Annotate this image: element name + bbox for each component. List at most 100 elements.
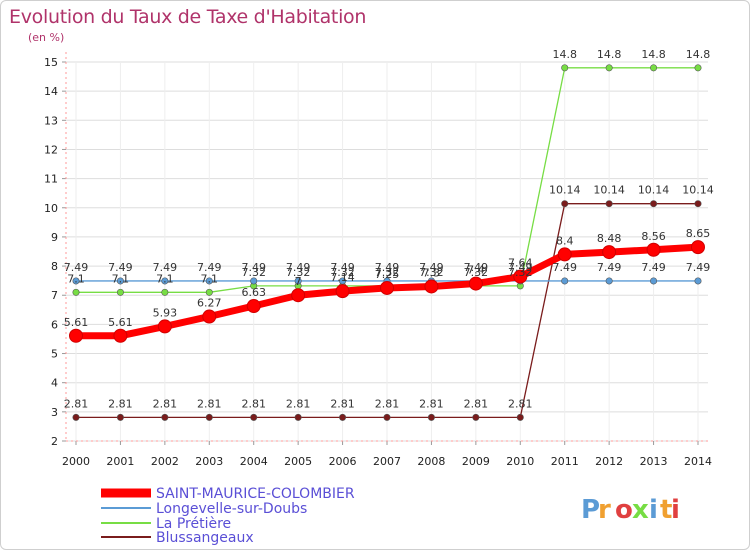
data-label: 7.49 — [686, 261, 711, 274]
logo-letter: r — [598, 495, 611, 525]
series-point-4 — [650, 200, 658, 208]
x-tick-label: 2000 — [62, 455, 90, 468]
y-tick-label: 11 — [44, 173, 58, 186]
chart-subtitle: (en %) — [28, 31, 65, 44]
data-label: 7.1 — [156, 272, 174, 285]
series-point-1 — [424, 279, 439, 294]
data-label: 10.14 — [549, 184, 581, 197]
series-point-4 — [205, 413, 213, 421]
y-tick-label: 7 — [51, 289, 58, 302]
series-point-4 — [605, 200, 613, 208]
series-point-3 — [561, 64, 569, 72]
series-point-3 — [205, 288, 213, 296]
x-tick-label: 2007 — [373, 455, 401, 468]
data-label: 7.32 — [241, 266, 266, 279]
data-label: 7.1 — [201, 272, 219, 285]
data-label: 8.65 — [686, 227, 711, 240]
series-point-1 — [646, 242, 661, 257]
y-tick-label: 13 — [44, 114, 58, 127]
series-point-4 — [250, 413, 258, 421]
series-point-3 — [161, 288, 169, 296]
data-label: 2.81 — [330, 397, 355, 410]
y-tick-label: 15 — [44, 56, 58, 69]
series-point-2 — [116, 277, 124, 285]
series-point-4 — [339, 413, 347, 421]
series-point-3 — [605, 64, 613, 72]
data-label: 6.63 — [241, 286, 266, 299]
data-label: 8.4 — [556, 234, 574, 247]
x-tick-label: 2012 — [595, 455, 623, 468]
data-label: 2.81 — [197, 397, 222, 410]
series-point-1 — [157, 319, 172, 334]
data-label: 7.49 — [375, 261, 400, 274]
data-label: 2.81 — [419, 397, 444, 410]
series-point-1 — [602, 245, 617, 260]
data-label: 6.27 — [197, 297, 222, 310]
data-label: 7.32 — [419, 266, 444, 279]
series-point-4 — [427, 413, 435, 421]
y-tick-label: 12 — [44, 143, 58, 156]
series-point-1 — [513, 269, 528, 284]
x-tick-label: 2013 — [640, 455, 668, 468]
series-point-4 — [294, 413, 302, 421]
series-point-4 — [72, 413, 80, 421]
series-point-4 — [561, 200, 569, 208]
data-label: 7.32 — [286, 266, 311, 279]
data-label: 5.61 — [64, 316, 89, 329]
x-tick-label: 2011 — [551, 455, 579, 468]
x-tick-label: 2010 — [506, 455, 534, 468]
data-label: 7.49 — [64, 261, 89, 274]
series-point-2 — [72, 277, 80, 285]
data-label: 7.3 — [423, 266, 441, 279]
series-point-1 — [246, 299, 261, 314]
data-label: 7.1 — [112, 272, 130, 285]
data-label: 2.81 — [241, 397, 266, 410]
data-label: 7 — [295, 275, 302, 288]
data-label: 7.32 — [508, 266, 533, 279]
legend-label: La Prétière — [156, 516, 231, 532]
data-label: 7.49 — [641, 261, 666, 274]
data-label: 7.49 — [464, 261, 489, 274]
data-label: 10.14 — [638, 184, 670, 197]
data-label: 2.81 — [153, 397, 178, 410]
data-label: 7.49 — [286, 261, 311, 274]
y-tick-label: 9 — [51, 231, 58, 244]
series-point-1 — [113, 328, 128, 343]
data-label: 7.49 — [419, 261, 444, 274]
series-point-2 — [294, 277, 302, 285]
series-point-2 — [561, 277, 569, 285]
series-point-3 — [72, 288, 80, 296]
series-point-4 — [516, 413, 524, 421]
logo-letter: x — [632, 495, 649, 525]
y-tick-label: 3 — [51, 406, 58, 419]
series-point-2 — [605, 277, 613, 285]
data-label: 7.64 — [508, 257, 533, 270]
series-point-4 — [383, 413, 391, 421]
data-label: 7.25 — [375, 268, 400, 281]
data-label: 2.81 — [375, 397, 400, 410]
series-point-2 — [205, 277, 213, 285]
data-label: 7.49 — [597, 261, 622, 274]
x-tick-label: 2001 — [106, 455, 134, 468]
data-label: 7.49 — [330, 261, 355, 274]
x-tick-label: 2014 — [684, 455, 712, 468]
y-tick-label: 8 — [51, 260, 58, 273]
legend-label: Blussangeaux — [156, 530, 254, 546]
data-label: 7.32 — [464, 266, 489, 279]
data-label: 7.14 — [330, 271, 355, 284]
data-label: 2.81 — [508, 397, 533, 410]
data-label: 7.4 — [467, 264, 485, 277]
data-label: 8.48 — [597, 232, 622, 245]
data-label: 14.8 — [597, 48, 622, 61]
series-point-2 — [250, 277, 258, 285]
series-point-4 — [694, 200, 702, 208]
series-point-1 — [557, 247, 572, 262]
data-label: 7.49 — [508, 261, 533, 274]
legend-label: Longevelle-sur-Doubs — [156, 501, 307, 517]
data-label: 2.81 — [108, 397, 133, 410]
data-label: 10.14 — [682, 184, 714, 197]
logo-letter: i — [649, 495, 658, 525]
data-label: 2.81 — [464, 397, 489, 410]
series-point-1 — [380, 280, 394, 295]
